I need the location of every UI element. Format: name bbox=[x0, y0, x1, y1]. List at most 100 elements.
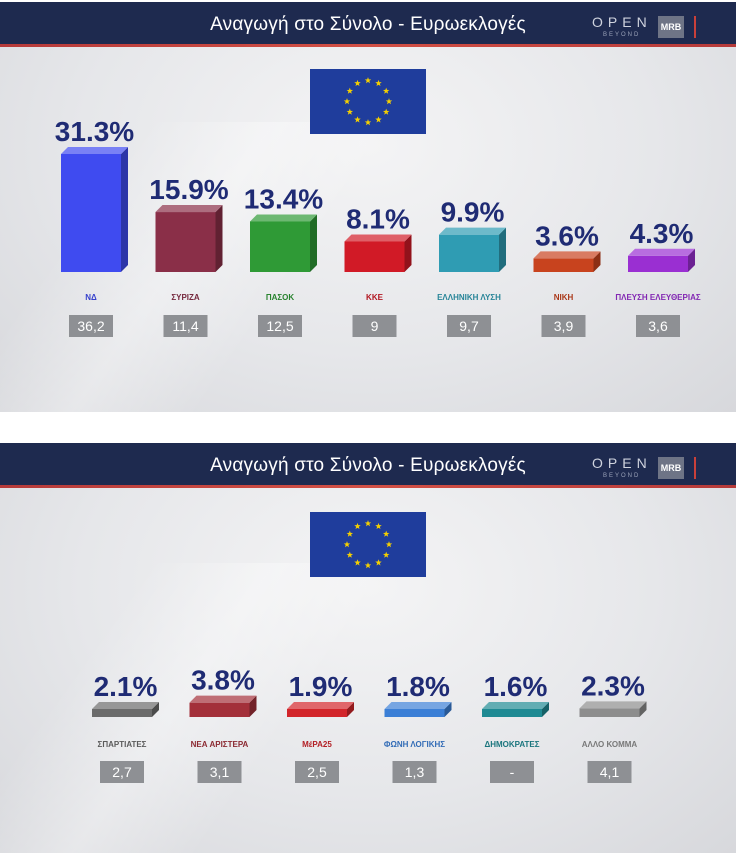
bar bbox=[287, 709, 347, 717]
bar bbox=[155, 212, 216, 272]
open-logo: OPEN bbox=[592, 455, 652, 471]
bar-side bbox=[688, 248, 695, 272]
previous-result-box bbox=[636, 315, 680, 337]
bar-top bbox=[628, 248, 695, 256]
bar bbox=[92, 709, 152, 717]
bar-top bbox=[61, 147, 128, 154]
beyond-label: BEYOND bbox=[603, 32, 641, 38]
previous-result-box bbox=[69, 315, 113, 337]
flag-star bbox=[385, 98, 393, 105]
bar-side bbox=[310, 214, 317, 272]
header-bar: Αναγωγή στο Σύνολο - Ευρωεκλογές OPEN BE… bbox=[0, 2, 736, 47]
flag-star bbox=[382, 530, 390, 537]
previous-result-label: 36,2 bbox=[77, 318, 104, 334]
bar bbox=[250, 221, 310, 272]
party-logo: ΝΙΚΗ bbox=[554, 293, 574, 302]
mrb-logo: MRB bbox=[658, 16, 684, 38]
flag-star bbox=[382, 551, 390, 558]
value-label: 1.9% bbox=[289, 671, 353, 702]
previous-result-box bbox=[541, 315, 586, 337]
party-logo: ΔΗΜΟΚΡΑΤΕΣ bbox=[484, 740, 539, 749]
brand-separator bbox=[694, 457, 696, 479]
previous-result-label: 3,6 bbox=[648, 318, 668, 334]
bar-side bbox=[152, 702, 159, 717]
chart-bottom: 2.1% ΣΠΑΡΤΙΑΤΕΣ 2,7 3.8% ΝΕΑ ΑΡΙΣΤΕΡΑ 3,1 1.9%… bbox=[92, 665, 647, 783]
bar bbox=[344, 241, 405, 272]
party-logo: ΚΚΕ bbox=[366, 293, 384, 302]
bar bbox=[579, 708, 640, 717]
flag-star bbox=[354, 116, 361, 123]
previous-result-box bbox=[447, 315, 491, 337]
mrb-logo: MRB bbox=[658, 457, 684, 479]
bar bbox=[533, 258, 594, 272]
flag-star bbox=[375, 559, 382, 566]
chart-top: 31.3% ΝΔ 36,2 15.9% ΣΥΡΙΖΑ 11,4 13.4% ΠΑΣΟΚ 12,5… bbox=[55, 116, 701, 337]
bar-top bbox=[155, 205, 223, 213]
bar-top bbox=[579, 701, 647, 709]
party-logo: ΝΕΑ ΑΡΙΣΤΕΡΑ bbox=[191, 740, 249, 749]
previous-result-label: 4,1 bbox=[600, 764, 620, 780]
flag-star bbox=[354, 79, 361, 87]
bar-side bbox=[249, 695, 257, 717]
previous-result-box bbox=[392, 761, 437, 783]
bar-top bbox=[439, 227, 506, 235]
bottom-panel: Αναγωγή στο Σύνολο - Ευρωεκλογές OPEN BE… bbox=[0, 443, 736, 853]
flag-star bbox=[385, 541, 393, 548]
bar-side bbox=[593, 251, 601, 272]
value-label: 4.3% bbox=[630, 218, 694, 249]
bar-side bbox=[542, 702, 549, 717]
bar-top bbox=[92, 702, 159, 709]
flag-star bbox=[364, 562, 372, 569]
previous-result-box bbox=[295, 761, 339, 783]
bar-top bbox=[189, 695, 257, 703]
value-label: 13.4% bbox=[244, 183, 323, 214]
bar-top bbox=[250, 214, 317, 222]
value-label: 2.1% bbox=[94, 671, 158, 702]
bar bbox=[628, 255, 688, 272]
open-logo: OPEN bbox=[592, 14, 652, 30]
bar-side bbox=[499, 227, 506, 272]
value-label: 31.3% bbox=[55, 116, 134, 147]
bar-side bbox=[215, 205, 223, 272]
bar-side bbox=[444, 702, 452, 717]
value-label: 15.9% bbox=[149, 174, 228, 205]
previous-result-label: 3,9 bbox=[554, 318, 574, 334]
bar-top bbox=[344, 234, 412, 242]
flag-star bbox=[375, 522, 382, 530]
bar bbox=[189, 702, 250, 717]
previous-result-label: 11,4 bbox=[172, 318, 198, 334]
header-title: Αναγωγή στο Σύνολο - Ευρωεκλογές bbox=[210, 455, 526, 476]
flag-star bbox=[354, 559, 361, 566]
previous-result-label: 2,5 bbox=[307, 764, 327, 780]
previous-result-box bbox=[258, 315, 302, 337]
bar bbox=[482, 709, 542, 717]
bar-side bbox=[347, 702, 354, 717]
eu-flag-icon bbox=[310, 512, 426, 577]
previous-result-label: - bbox=[510, 764, 515, 780]
bar bbox=[384, 709, 445, 717]
top-panel: Αναγωγή στο Σύνολο - Ευρωεκλογές OPEN BE… bbox=[0, 2, 736, 412]
previous-result-label: 1,3 bbox=[405, 764, 425, 780]
previous-result-box bbox=[587, 761, 632, 783]
bar-top bbox=[482, 702, 549, 709]
flag-star bbox=[343, 541, 351, 548]
flag-star bbox=[364, 77, 372, 84]
flag-star bbox=[375, 116, 382, 123]
flag-star bbox=[382, 108, 390, 115]
value-label: 1.8% bbox=[386, 671, 450, 702]
value-label: 8.1% bbox=[346, 203, 410, 234]
value-label: 9.9% bbox=[441, 197, 505, 228]
flag-star bbox=[346, 551, 354, 558]
bar-top bbox=[287, 702, 354, 709]
bar-top bbox=[384, 702, 452, 709]
flag-star bbox=[343, 98, 351, 105]
bar bbox=[61, 154, 121, 272]
previous-result-label: 9 bbox=[371, 318, 379, 334]
header-title: Αναγωγή στο Σύνολο - Ευρωεκλογές bbox=[210, 14, 526, 35]
value-label: 2.3% bbox=[581, 670, 645, 701]
previous-result-box bbox=[100, 761, 144, 783]
previous-result-box bbox=[163, 315, 208, 337]
party-logo: ΜέΡΑ25 bbox=[302, 740, 332, 749]
previous-result-label: 9,7 bbox=[459, 318, 479, 334]
eu-flag-icon bbox=[310, 69, 426, 134]
